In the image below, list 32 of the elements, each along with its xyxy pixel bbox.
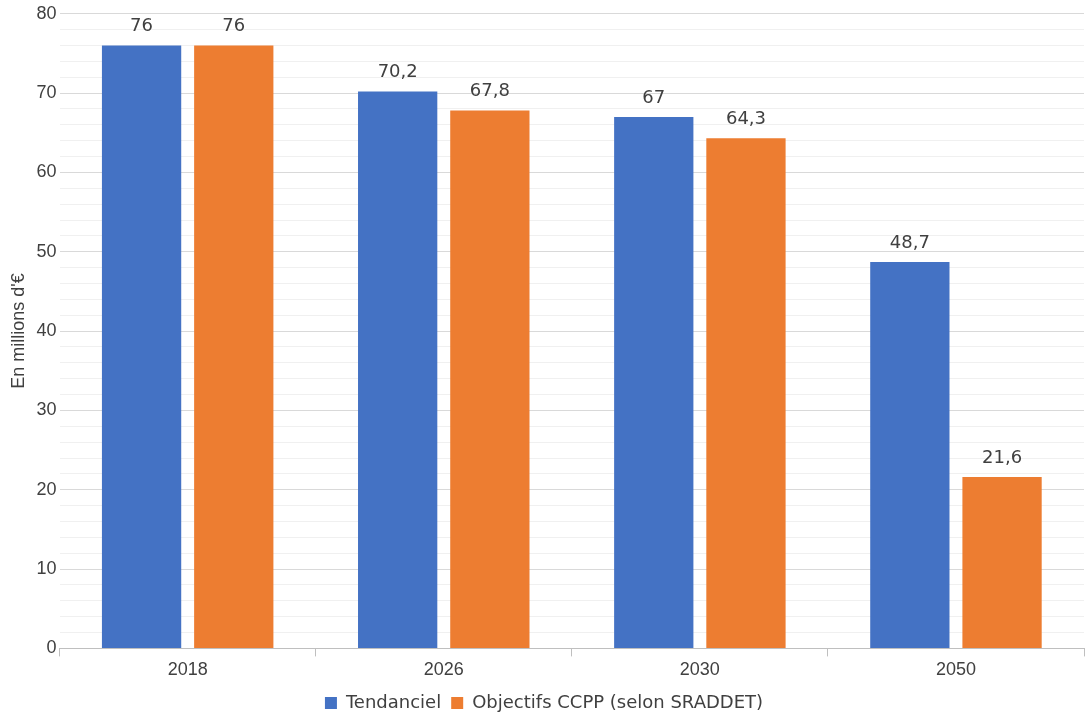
x-tick-label: 2050 xyxy=(935,659,976,680)
data-label: 76 xyxy=(130,14,154,36)
bar xyxy=(614,116,694,648)
y-tick-label: 40 xyxy=(36,320,57,341)
y-tick-label: 20 xyxy=(36,478,57,499)
y-tick-label: 50 xyxy=(36,240,57,261)
y-tick-label: 10 xyxy=(36,558,57,579)
bar xyxy=(358,91,438,648)
y-tick-label: 80 xyxy=(36,2,57,23)
legend-label: Tendanciel xyxy=(344,690,442,712)
bar xyxy=(101,45,182,648)
data-label: 70,2 xyxy=(377,60,418,82)
data-label: 48,7 xyxy=(889,230,930,252)
x-tick-label: 2026 xyxy=(423,659,464,680)
data-label: 67 xyxy=(642,85,666,107)
bar xyxy=(870,262,950,648)
data-label: 76 xyxy=(222,14,246,36)
y-tick-label: 60 xyxy=(36,161,57,182)
x-tick-label: 2030 xyxy=(679,659,720,680)
legend-label: Objectifs CCPP (selon SRADDET) xyxy=(472,690,764,712)
x-tick-label: 2018 xyxy=(167,659,208,680)
data-label: 64,3 xyxy=(725,107,766,129)
y-tick-label: 0 xyxy=(46,637,57,658)
bar xyxy=(962,477,1042,648)
data-label: 67,8 xyxy=(469,79,510,101)
y-tick-label: 70 xyxy=(36,82,57,103)
bar xyxy=(450,110,530,648)
bar xyxy=(194,45,274,648)
y-tick-label: 30 xyxy=(36,399,57,420)
bar xyxy=(706,138,786,648)
data-label: 21,6 xyxy=(982,445,1023,467)
y-axis-title: En millions d'€ xyxy=(7,273,28,389)
